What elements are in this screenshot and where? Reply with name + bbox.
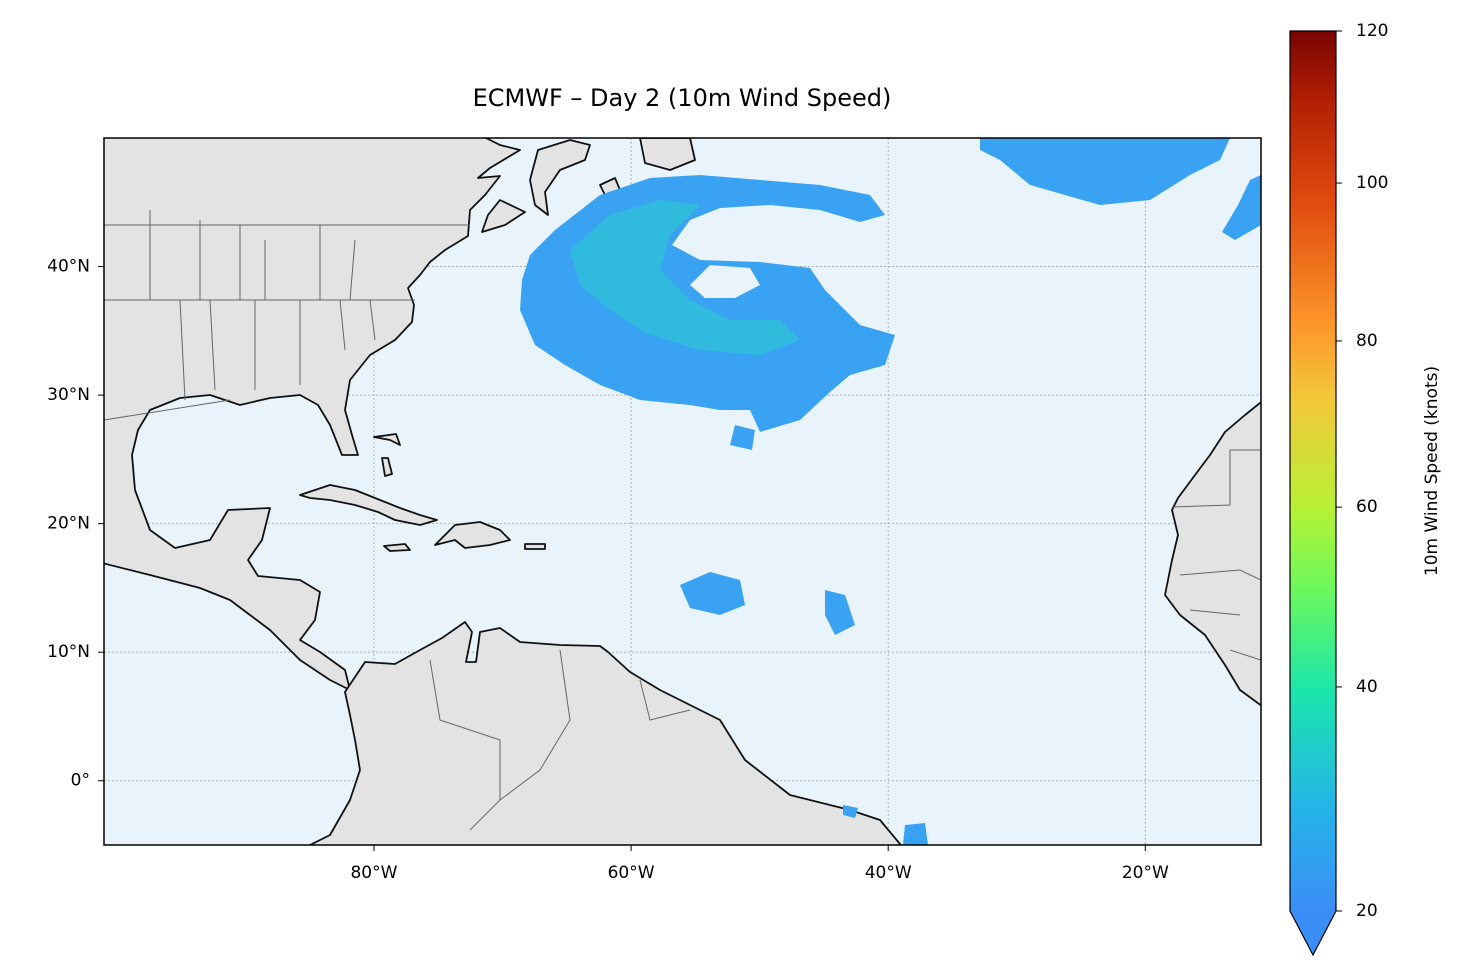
wind-gap — [690, 265, 760, 298]
colorbar-tick-label: 60 — [1356, 497, 1378, 517]
colorbar: 20 40 60 80 100 120 10m Wind Speed (knots) — [1289, 21, 1442, 957]
x-tick-label: 80°W — [350, 863, 397, 883]
wind-field — [730, 425, 755, 450]
land — [383, 543, 411, 552]
y-tick-label: 0° — [71, 771, 90, 791]
land — [373, 433, 401, 446]
wind-field — [570, 200, 800, 355]
map-frame — [103, 137, 1262, 846]
y-tick-label: 10°N — [47, 642, 90, 662]
colorbar-tick-label: 20 — [1356, 901, 1378, 921]
wind-field — [903, 823, 928, 845]
colorbar-frame — [1289, 30, 1337, 957]
x-tick-label: 60°W — [608, 863, 655, 883]
colorbar-tick-label: 120 — [1356, 21, 1388, 41]
wind-field — [825, 590, 855, 635]
wind-field — [680, 572, 745, 615]
y-tick-label: 30°N — [47, 385, 90, 405]
map — [104, 138, 1261, 845]
wind-field — [1222, 175, 1261, 240]
y-tick-label: 40°N — [47, 257, 90, 277]
land — [529, 139, 591, 216]
wind-field — [843, 805, 858, 818]
colorbar-label: 10m Wind Speed (knots) — [1422, 366, 1442, 576]
colorbar-gradient — [1290, 31, 1336, 911]
chart-title: ECMWF – Day 2 (10m Wind Speed) — [473, 84, 892, 112]
border — [104, 210, 1261, 831]
x-tick-label: 20°W — [1122, 863, 1169, 883]
land — [481, 199, 526, 233]
colorbar-extension — [1290, 911, 1336, 955]
y-tick-label: 20°N — [47, 514, 90, 534]
land — [299, 484, 438, 526]
land — [104, 138, 521, 691]
colorbar-tick-label: 40 — [1356, 677, 1378, 697]
land — [1164, 401, 1261, 707]
land — [307, 621, 903, 845]
wind-field — [980, 138, 1230, 205]
x-tick-label: 40°W — [865, 863, 912, 883]
land — [434, 521, 511, 549]
colorbar-tick-label: 80 — [1356, 331, 1378, 351]
land — [524, 543, 546, 550]
land — [639, 138, 696, 171]
land — [381, 457, 393, 477]
colorbar-tick-label: 100 — [1356, 173, 1388, 193]
